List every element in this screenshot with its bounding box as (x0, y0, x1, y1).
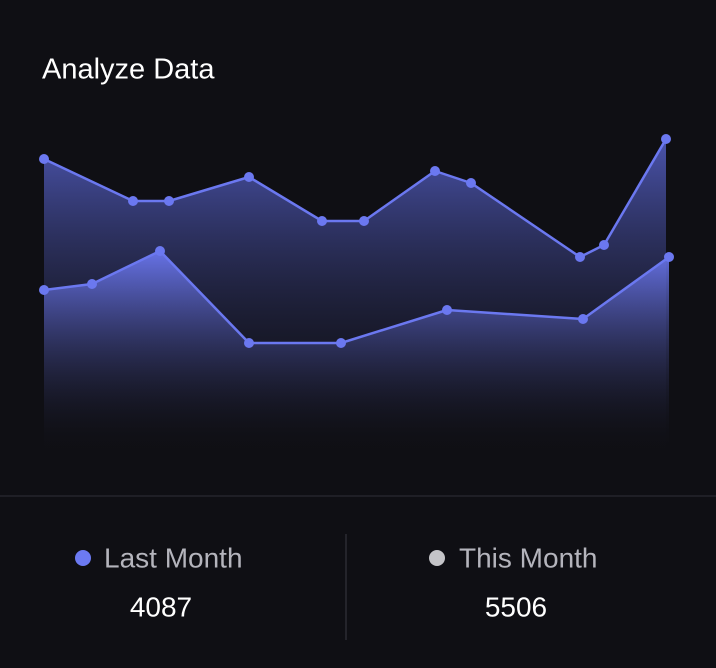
point (39, 154, 49, 164)
point (244, 338, 254, 348)
legend-label: Last Month (104, 542, 243, 573)
point (575, 252, 585, 262)
point (128, 196, 138, 206)
summary-value: 4087 (130, 591, 192, 622)
point (359, 216, 369, 226)
point (244, 172, 254, 182)
point (336, 338, 346, 348)
point (661, 134, 671, 144)
point (39, 285, 49, 295)
legend-dot (75, 550, 91, 566)
point (578, 314, 588, 324)
point (442, 305, 452, 315)
point (317, 216, 327, 226)
point (87, 279, 97, 289)
area (44, 251, 669, 450)
point (664, 252, 674, 262)
point (155, 246, 165, 256)
chart-title: Analyze Data (42, 54, 215, 86)
summary-value: 5506 (485, 591, 547, 622)
line (43, 249, 670, 345)
summary: Last Month 4087 This Month 5506 (75, 542, 598, 622)
legend-label: This Month (459, 542, 598, 573)
point (430, 166, 440, 176)
plot-area (39, 134, 674, 450)
point (466, 178, 476, 188)
legend-dot (429, 550, 445, 566)
point (599, 240, 609, 250)
point (164, 196, 174, 206)
